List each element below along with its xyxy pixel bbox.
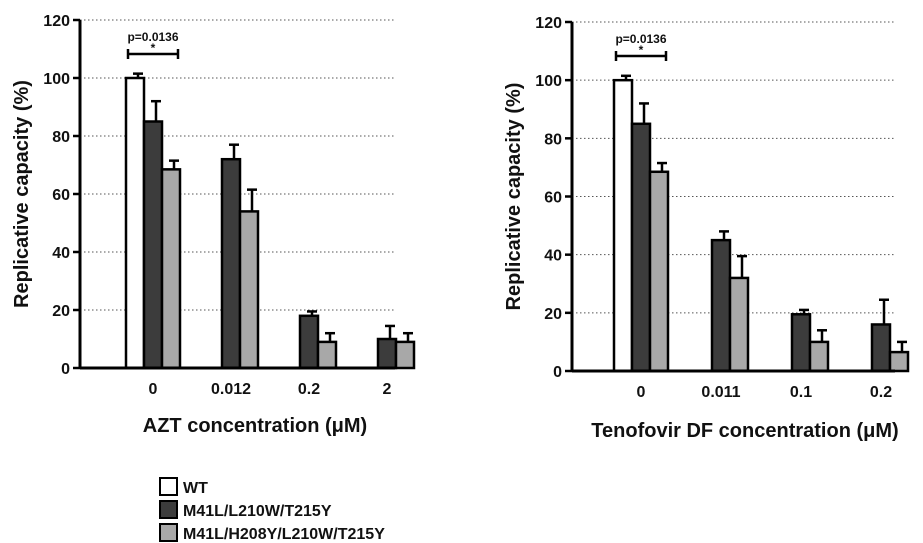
y-tick-label: 100 [535,73,562,90]
bar-triple-3 [870,323,892,373]
x-axis-title: AZT concentration (μM) [143,415,367,437]
bar-triple-1 [220,157,242,370]
y-axis-title: Replicative capacity (%) [11,80,33,308]
x-tick-label: 2 [383,381,392,398]
bar-triple-1 [710,238,732,373]
legend-swatch [159,500,178,519]
y-tick-label: 20 [544,306,562,323]
bar-triple-2 [298,314,320,370]
legend-swatch [159,523,178,542]
y-tick-label: 120 [43,13,70,30]
y-tick-label: 60 [52,187,70,204]
bar-quad-2 [316,340,338,370]
bar-triple-2 [790,313,812,373]
y-tick-label: 80 [52,129,70,146]
x-axis-title: Tenofovir DF concentration (μM) [591,420,898,442]
chart-tenofovir: 0 20 40 60 80 100 120 0 0.011 0.1 0.2 p=0.0136* Teno… [503,15,910,442]
x-tick-label: 0.1 [790,384,812,401]
significance-star: * [151,41,156,55]
bar-quad-1 [728,276,750,373]
y-tick-label: 40 [544,248,562,265]
y-axis-title: Replicative capacity (%) [503,83,525,311]
y-tick-label: 20 [52,303,70,320]
x-tick-label: 0.011 [701,384,740,401]
x-tick-label: 0 [637,384,646,401]
bar-wt-0 [124,76,146,370]
bar-triple-0 [142,120,164,370]
p-value-label: p=0.0136 [615,32,666,46]
y-tick-label: 100 [43,71,70,88]
x-tick-label: 0 [149,381,158,398]
bar-wt-0 [612,78,634,373]
x-tick-label: 0.2 [298,381,320,398]
legend-label: WT [183,480,208,497]
bar-quad-0 [648,170,670,373]
y-tick-label: 120 [535,15,562,32]
bar-quad-2 [808,340,830,373]
y-tick-label: 60 [544,190,562,207]
bar-quad-3 [394,340,416,370]
y-tick-label: 0 [61,361,70,378]
bar-quad-0 [160,168,182,370]
y-tick-label: 0 [553,364,562,381]
x-tick-label: 0.012 [211,381,251,398]
bar-triple-3 [376,337,398,370]
significance-star: * [639,43,644,57]
legend-label: M41L/H208Y/L210W/T215Y [183,526,385,543]
y-tick-label: 40 [52,245,70,262]
bar-quad-1 [238,210,260,370]
chart-azt: 0 20 40 60 80 100 120 0 0.012 0.2 2 p=0.0136* AZT co… [11,13,416,437]
legend-label: M41L/L210W/T215Y [183,503,332,520]
legend-swatch [159,477,178,496]
p-value-label: p=0.0136 [127,30,178,44]
bar-triple-0 [630,122,652,373]
legend: WT M41L/L210W/T215Y M41L/H208Y/L210W/T215Y [159,477,385,543]
bar-quad-3 [888,350,910,373]
x-tick-label: 0.2 [870,384,892,401]
y-tick-label: 80 [544,131,562,148]
